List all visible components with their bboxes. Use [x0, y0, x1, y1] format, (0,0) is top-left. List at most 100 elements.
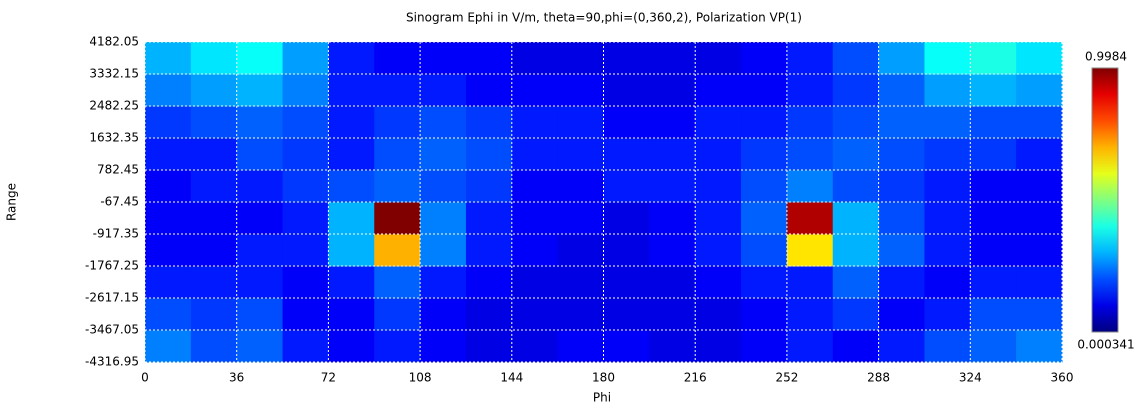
y-tick-label: -917.35 — [93, 227, 139, 241]
heat-cell — [649, 234, 696, 267]
x-tick-label: 108 — [409, 371, 432, 385]
heat-cell — [374, 138, 421, 171]
heat-cell — [924, 202, 971, 235]
heat-cell — [741, 202, 788, 235]
y-tick-label: 3332.15 — [89, 67, 139, 81]
heat-cell — [511, 106, 559, 139]
heat-cell — [557, 74, 604, 107]
heat-cell — [145, 106, 192, 139]
heat-cell — [786, 202, 834, 235]
heat-cell — [374, 42, 421, 75]
heat-cell — [832, 234, 880, 267]
y-tick-label: 4182.05 — [89, 35, 139, 49]
heat-cell — [832, 202, 880, 235]
heat-cell — [970, 74, 1017, 107]
colorbar-max-label: 0.9984 — [1085, 50, 1127, 64]
heat-cell — [649, 170, 696, 203]
heat-cell — [970, 266, 1017, 299]
heat-cell — [236, 202, 284, 235]
heat-cell — [328, 330, 375, 363]
heat-cell — [282, 42, 329, 75]
y-tick-label: 2482.25 — [89, 99, 139, 113]
heat-cell — [190, 106, 238, 139]
heat-cell — [145, 170, 192, 203]
heat-cell — [420, 42, 467, 75]
heat-cell — [511, 202, 559, 235]
heat-cell — [465, 266, 513, 299]
heat-cell — [328, 266, 375, 299]
heat-cell — [924, 106, 971, 139]
heat-cell — [557, 266, 604, 299]
heat-cell — [603, 330, 650, 363]
heat-cell — [832, 266, 880, 299]
colorbar — [1091, 67, 1119, 333]
heat-cell — [557, 330, 604, 363]
heat-cell — [603, 234, 650, 267]
heat-cell — [190, 138, 238, 171]
heat-cell — [878, 106, 925, 139]
heat-cell — [236, 74, 284, 107]
heat-cell — [236, 234, 284, 267]
y-tick-label: -3467.05 — [85, 323, 139, 337]
x-tick-label: 144 — [500, 371, 523, 385]
x-axis-label: Phi — [593, 391, 611, 405]
heat-cell — [557, 138, 604, 171]
heat-cell — [1016, 266, 1063, 299]
heat-cell — [741, 266, 788, 299]
heat-cell — [190, 234, 238, 267]
heat-cell — [832, 42, 880, 75]
heat-cell — [236, 266, 284, 299]
heat-cell — [328, 106, 375, 139]
heat-cell — [190, 202, 238, 235]
heat-cell — [695, 330, 742, 363]
heat-cell — [282, 106, 329, 139]
heat-cell — [786, 74, 834, 107]
heat-cell — [557, 234, 604, 267]
heat-cell — [970, 106, 1017, 139]
heat-cell — [1016, 298, 1063, 331]
heat-cell — [374, 298, 421, 331]
heat-cell — [557, 170, 604, 203]
heat-cell — [374, 234, 421, 267]
heat-cell — [420, 74, 467, 107]
heat-cell — [970, 202, 1017, 235]
heat-cell — [649, 202, 696, 235]
heat-cell — [741, 170, 788, 203]
heat-cell — [1016, 74, 1063, 107]
heat-cell — [695, 202, 742, 235]
x-tick-label: 324 — [959, 371, 982, 385]
heat-cell — [511, 266, 559, 299]
heat-cell — [924, 170, 971, 203]
heat-cell — [374, 330, 421, 363]
heat-cell — [649, 74, 696, 107]
heat-cell — [145, 74, 192, 107]
heat-cell — [420, 170, 467, 203]
heat-cell — [878, 170, 925, 203]
heat-cell — [924, 138, 971, 171]
heat-cell — [741, 298, 788, 331]
heat-cell — [557, 298, 604, 331]
heat-cell — [328, 298, 375, 331]
heat-cell — [786, 42, 834, 75]
heat-cell — [511, 170, 559, 203]
heat-cell — [190, 266, 238, 299]
x-tick-label: 216 — [684, 371, 707, 385]
heat-cell — [465, 234, 513, 267]
heat-cell — [511, 42, 559, 75]
heat-cell — [649, 106, 696, 139]
heat-cell — [603, 266, 650, 299]
heat-cell — [970, 298, 1017, 331]
x-tick-label: 36 — [229, 371, 244, 385]
heat-cell — [924, 234, 971, 267]
heat-cell — [465, 202, 513, 235]
heat-cell — [145, 234, 192, 267]
heat-cell — [282, 266, 329, 299]
heat-cell — [557, 42, 604, 75]
heat-cell — [970, 330, 1017, 363]
heat-cell — [832, 138, 880, 171]
heat-cell — [420, 106, 467, 139]
heat-cell — [695, 234, 742, 267]
heat-cell — [1016, 170, 1063, 203]
heat-cell — [282, 234, 329, 267]
